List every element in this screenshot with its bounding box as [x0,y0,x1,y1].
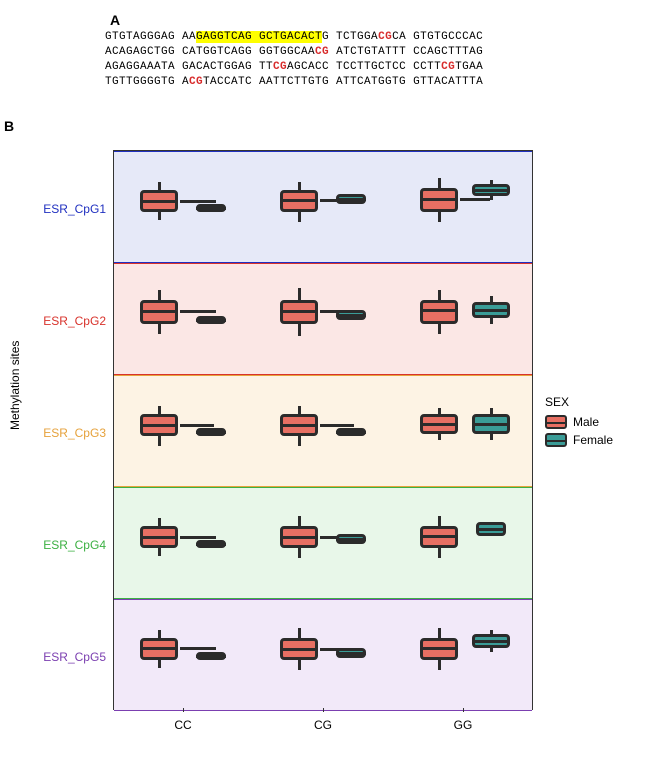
boxplot [188,182,234,237]
boxplot [328,182,374,237]
legend-title: SEX [545,395,613,409]
row-label: ESR_CpG1 [36,202,106,216]
boxplot [328,630,374,685]
row-label: ESR_CpG5 [36,650,106,664]
boxplot [188,518,234,573]
row-label: ESR_CpG3 [36,426,106,440]
legend-swatch-icon [545,415,567,429]
boxplot [468,518,514,573]
boxplot [188,294,234,349]
boxplot [328,294,374,349]
facet-row: ESR_CpG4 [114,487,532,599]
x-axis: CC CG GG [113,712,533,742]
legend-swatch-icon [545,433,567,447]
boxplot [136,182,182,237]
row-label: ESR_CpG2 [36,314,106,328]
legend-label: Female [573,433,613,447]
boxplot [188,406,234,461]
boxplot [136,630,182,685]
x-tick-label: GG [454,718,473,732]
legend-item: Male [545,415,613,429]
facet-row: ESR_CpG2 [114,263,532,375]
boxplot [136,518,182,573]
row-label: ESR_CpG4 [36,538,106,552]
boxplot [416,630,462,685]
legend: SEX Male Female [545,395,613,451]
panel-a-label: A [110,12,120,28]
boxplot [276,294,322,349]
boxplot [276,406,322,461]
boxplot [276,630,322,685]
boxplot [416,406,462,461]
facet-row: ESR_CpG1 [114,151,532,263]
boxplot [468,406,514,461]
facet-row: ESR_CpG5 [114,599,532,711]
boxplot [416,518,462,573]
boxplot [328,406,374,461]
boxplot [276,182,322,237]
boxplot [468,182,514,237]
boxplot [416,182,462,237]
boxplot [136,294,182,349]
boxplot [328,518,374,573]
legend-label: Male [573,415,599,429]
facet-row: ESR_CpG3 [114,375,532,487]
boxplot [188,630,234,685]
x-tick-label: CG [314,718,332,732]
boxplot [416,294,462,349]
panel-b-label: B [4,118,14,134]
legend-item: Female [545,433,613,447]
boxplot [136,406,182,461]
x-tick-label: CC [174,718,191,732]
boxplot [468,294,514,349]
y-axis-title: Methylation sites [8,341,22,430]
sequence-block: GTGTAGGGAG AAGAGGTCAG GCTGACACTG TCTGGAC… [105,30,483,90]
boxplot [468,630,514,685]
boxplot [276,518,322,573]
chart-area: ESR_CpG1ESR_CpG2ESR_CpG3ESR_CpG4ESR_CpG5 [113,150,533,710]
